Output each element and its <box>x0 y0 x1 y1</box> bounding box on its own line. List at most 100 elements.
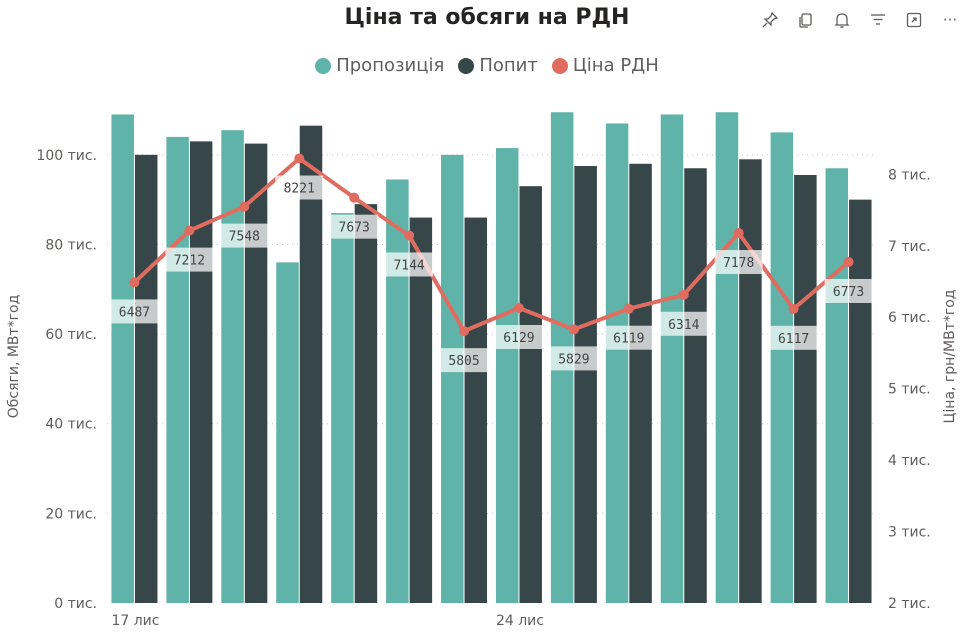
expand-icon[interactable] <box>898 4 930 36</box>
price-data-label-bg <box>604 325 653 350</box>
price-data-label-bg <box>385 252 434 277</box>
y-right-axis-title: Ціна, грн/МВт*год <box>942 290 958 424</box>
price-data-label-bg <box>220 223 269 248</box>
price-point <box>568 324 579 335</box>
price-data-label: 7178 <box>723 256 754 271</box>
price-data-label: 7212 <box>174 254 205 269</box>
price-point <box>349 192 360 203</box>
bar-supply <box>441 154 464 603</box>
bar-supply <box>770 132 794 603</box>
chart-legend: Пропозиція Попит Ціна РДН <box>0 55 974 76</box>
y-left-tick-label: 0 тис. <box>54 596 97 612</box>
price-data-label-bg <box>110 299 159 324</box>
y-right-tick-label: 2 тис. <box>888 596 931 612</box>
bar-demand <box>574 166 597 604</box>
price-data-label: 8221 <box>284 182 315 197</box>
price-point <box>184 225 195 236</box>
y-right-tick-label: 8 тис. <box>888 167 931 183</box>
price-point <box>459 326 470 337</box>
y-right-tick-label: 7 тис. <box>888 239 931 255</box>
bar-supply <box>331 213 354 603</box>
legend-item-price[interactable]: Ціна РДН <box>551 55 659 76</box>
price-data-label: 6487 <box>119 305 150 320</box>
price-point <box>678 289 689 300</box>
price-data-label-bg <box>824 278 873 303</box>
bar-demand <box>409 217 433 603</box>
y-right-tick-label: 6 тис. <box>888 310 931 326</box>
price-point <box>129 277 140 288</box>
bar-supply <box>111 114 134 604</box>
x-tick-label: 24 лис <box>496 613 544 629</box>
x-tick-label: 17 лис <box>111 613 159 629</box>
price-data-label: 6129 <box>503 331 534 346</box>
price-data-label-bg <box>275 175 324 200</box>
bar-demand <box>299 125 323 603</box>
price-data-label: 6773 <box>833 285 864 300</box>
price-data-label-bg <box>330 214 379 239</box>
price-point <box>239 201 250 212</box>
bar-supply <box>715 112 739 603</box>
chart-title: Ціна та обсяги на РДН <box>344 5 630 30</box>
legend-swatch-demand <box>458 57 475 74</box>
price-data-label-bg <box>494 324 543 349</box>
price-point <box>788 303 799 314</box>
price-data-label-bg <box>165 247 214 272</box>
price-line <box>133 156 850 334</box>
price-data-label: 6119 <box>613 332 644 347</box>
bar-demand <box>684 168 707 603</box>
price-point <box>513 302 524 313</box>
price-data-label: 6117 <box>778 332 809 347</box>
bar-supply <box>495 148 519 603</box>
visual-toolbar: ··· <box>754 4 966 36</box>
price-point <box>623 303 634 314</box>
pin-icon[interactable] <box>754 4 786 36</box>
filter-icon[interactable] <box>862 4 894 36</box>
price-data-label-bg <box>549 346 598 371</box>
price-data-label: 5829 <box>558 352 589 367</box>
price-point <box>294 153 305 164</box>
price-data-label: 6314 <box>668 318 699 333</box>
price-data-label: 7548 <box>229 230 260 245</box>
bar-supply <box>386 179 409 603</box>
bar-supply <box>221 130 244 603</box>
bar-demand <box>794 174 817 603</box>
legend-swatch-price <box>551 57 568 74</box>
bar-demand <box>354 204 378 604</box>
price-data-label: 7673 <box>339 221 370 236</box>
y-left-tick-label: 40 тис. <box>45 417 97 433</box>
bar-demand <box>134 154 158 603</box>
bar-demand <box>629 163 652 604</box>
y-left-tick-label: 80 тис. <box>45 237 97 253</box>
legend-item-demand[interactable]: Попит <box>458 55 538 76</box>
bar-supply <box>276 262 299 603</box>
price-data-label-bg <box>659 311 708 336</box>
bar-demand <box>189 141 213 603</box>
copy-icon[interactable] <box>790 4 822 36</box>
y-left-tick-label: 20 тис. <box>45 506 97 522</box>
bar-demand <box>244 143 268 603</box>
price-point <box>404 230 415 241</box>
bar-demand <box>464 217 488 603</box>
legend-swatch-supply <box>315 57 332 74</box>
bell-icon[interactable] <box>826 4 858 36</box>
y-left-axis-title: Обсяги, МВт*год <box>6 295 22 419</box>
more-icon[interactable]: ··· <box>942 11 958 29</box>
price-data-label-bg <box>440 348 489 373</box>
y-right-tick-label: 5 тис. <box>888 382 931 398</box>
price-data-label-bg <box>714 250 763 275</box>
y-left-tick-label: 100 тис. <box>36 148 97 164</box>
legend-label-demand: Попит <box>479 55 538 76</box>
y-left-tick-label: 60 тис. <box>45 327 97 343</box>
legend-item-supply[interactable]: Пропозиція <box>315 55 444 76</box>
price-data-label: 7144 <box>393 258 424 273</box>
bar-supply <box>660 114 684 604</box>
bar-supply <box>166 136 189 603</box>
price-point <box>733 228 744 239</box>
price-point <box>843 256 854 267</box>
bar-demand <box>519 186 542 603</box>
price-data-label: 5805 <box>448 354 479 369</box>
bar-demand <box>739 159 762 604</box>
y-right-tick-label: 4 тис. <box>888 453 931 469</box>
legend-label-price: Ціна РДН <box>572 55 659 76</box>
